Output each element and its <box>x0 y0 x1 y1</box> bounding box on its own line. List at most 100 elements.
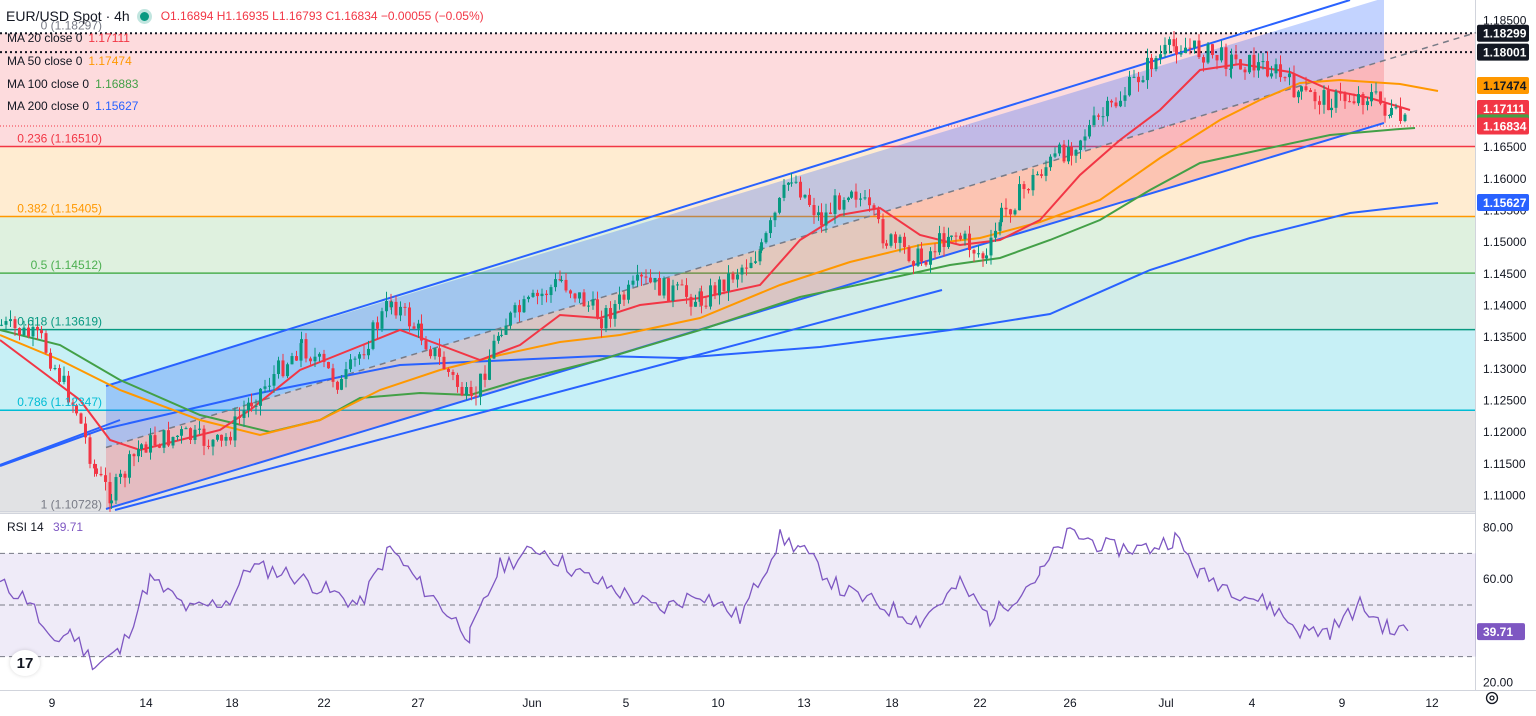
candle <box>877 206 880 224</box>
ma-20-legend[interactable]: MA 20 close 0 1.17111 <box>7 29 130 47</box>
rsi-value-box <box>1477 623 1525 641</box>
candle-body <box>1279 64 1282 78</box>
ma-100-line <box>0 127 1416 434</box>
candle-body <box>907 247 911 262</box>
candle <box>84 416 87 444</box>
candle <box>1150 54 1153 77</box>
candle-body <box>622 294 626 300</box>
candle <box>1175 37 1178 64</box>
candle <box>263 379 267 393</box>
candle <box>353 356 357 367</box>
candle-body <box>704 305 708 307</box>
candle <box>211 439 215 456</box>
candle <box>198 421 201 435</box>
candle <box>1403 113 1407 123</box>
candle <box>794 175 798 184</box>
candle <box>465 382 468 400</box>
candle <box>790 172 793 187</box>
candle-body <box>1067 146 1070 162</box>
candle <box>536 289 539 305</box>
candle-body <box>1027 189 1030 191</box>
candle <box>399 301 402 322</box>
candle <box>854 183 858 208</box>
candle-body <box>108 481 112 504</box>
candle-body <box>242 410 246 418</box>
candle-body <box>1257 62 1260 71</box>
candle-body <box>1388 114 1391 116</box>
settings-gear-icon[interactable] <box>1484 690 1500 706</box>
candle <box>564 272 568 293</box>
candle <box>272 365 276 393</box>
candle-body <box>451 371 455 375</box>
candle-body <box>1239 59 1242 70</box>
candle-body <box>985 255 988 259</box>
time-label-5: Jun <box>522 696 541 710</box>
time-label-9: 18 <box>885 696 899 710</box>
price-label-0: 1.18299 <box>1483 27 1527 41</box>
price-label-6: 1.15627 <box>1483 196 1527 210</box>
candle-body <box>202 428 206 446</box>
candle-body <box>824 212 828 226</box>
candle-body <box>689 296 693 307</box>
candle-body <box>171 436 175 446</box>
candle-body <box>13 319 17 329</box>
ma-200-legend[interactable]: MA 200 close 0 1.15627 <box>7 97 138 115</box>
rsi-legend[interactable]: RSI 14 39.71 <box>7 520 83 534</box>
candle-body <box>820 212 823 226</box>
price-label-box-6 <box>1477 193 1529 211</box>
candle <box>694 294 697 307</box>
candle <box>613 300 617 327</box>
candle-body <box>658 277 661 296</box>
candle <box>44 330 48 355</box>
candle-body <box>1044 167 1048 176</box>
candle-body <box>433 348 437 357</box>
symbol-title[interactable]: EUR/USD Spot · 4h <box>6 8 130 24</box>
price-tick-7: 1.15000 <box>1483 235 1527 249</box>
candle <box>1197 34 1201 59</box>
candle <box>340 375 343 391</box>
candle-body <box>1348 101 1351 103</box>
candle-body <box>1220 47 1223 61</box>
candle <box>470 390 473 401</box>
candle <box>88 434 92 469</box>
time-label-6: 5 <box>623 696 630 710</box>
candle-body <box>1248 54 1251 73</box>
candle-body <box>344 369 348 379</box>
candle <box>110 494 113 509</box>
candle-body <box>847 197 850 201</box>
price-tick-5: 1.16000 <box>1483 172 1527 186</box>
ma-50-legend[interactable]: MA 50 close 0 1.17474 <box>7 52 132 70</box>
candle <box>277 356 280 379</box>
candle-body <box>1292 73 1296 98</box>
candle <box>1074 148 1078 163</box>
tradingview-logo-icon[interactable]: 17 <box>10 650 40 676</box>
candle <box>18 327 21 341</box>
candle-body <box>885 243 888 246</box>
candle-body <box>497 335 500 341</box>
candle <box>1215 54 1219 70</box>
candle-body <box>1179 52 1183 55</box>
candle <box>1053 147 1057 159</box>
candle <box>1322 85 1326 114</box>
candle-body <box>367 348 370 356</box>
candle-body <box>1146 57 1149 81</box>
candle-body <box>1318 101 1321 105</box>
candle <box>700 285 703 314</box>
candle-body <box>149 435 152 453</box>
candle-body <box>438 348 441 357</box>
candle-body <box>794 181 798 183</box>
candle-body <box>1403 114 1407 122</box>
rsi-value-label: 39.71 <box>1483 625 1513 639</box>
candle-body <box>336 381 339 390</box>
candle <box>527 295 530 303</box>
ma-20-value: 1.17111 <box>88 31 130 45</box>
candle-body <box>327 362 330 369</box>
candle-body <box>193 429 197 440</box>
candle <box>224 433 228 447</box>
candle-body <box>67 375 70 403</box>
candle-body <box>933 251 937 253</box>
ma-100-legend[interactable]: MA 100 close 0 1.16883 <box>7 75 138 93</box>
candle <box>456 372 459 393</box>
candle-body <box>773 212 777 221</box>
